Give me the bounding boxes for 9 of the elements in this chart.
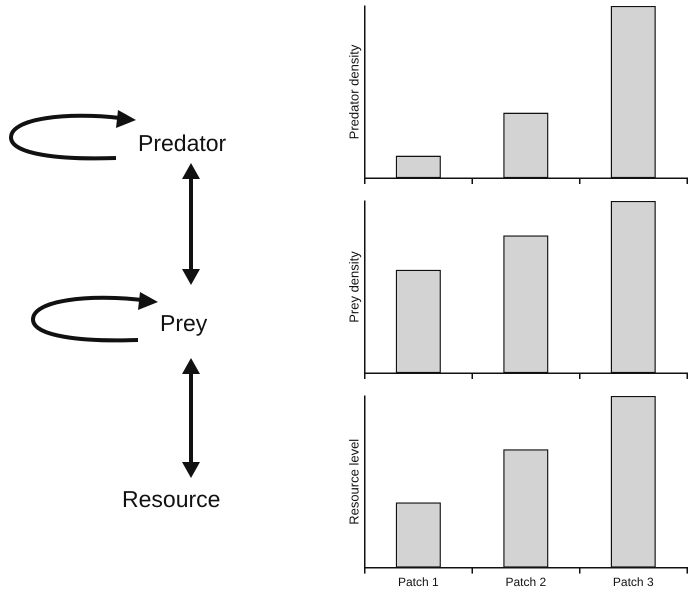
y-axis-title: Resource level <box>346 438 362 525</box>
text: Resource <box>122 486 220 513</box>
y-axis-title: Predator density <box>346 44 362 140</box>
x-tick-label: Patch 2 <box>505 575 546 590</box>
text: Prey <box>160 310 208 337</box>
x-tick-label: Patch 1 <box>398 575 439 590</box>
y-axis-title: Prey density <box>346 250 362 323</box>
x-tick-label: Patch 3 <box>612 575 654 590</box>
text: Predator <box>138 130 226 157</box>
